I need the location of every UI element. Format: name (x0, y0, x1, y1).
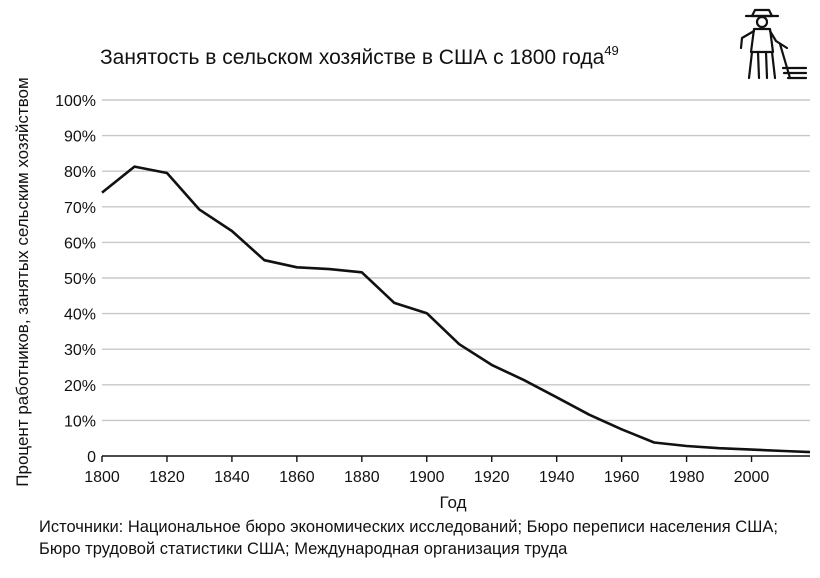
x-tick-label: 1800 (84, 469, 120, 486)
series-line (101, 165, 811, 454)
x-axis-label: Год (439, 493, 466, 512)
y-tick-label: 50% (64, 271, 96, 288)
x-tick-label: 1920 (474, 469, 510, 486)
chart-title-superscript: 49 (604, 43, 618, 58)
x-tick-label: 1940 (539, 469, 575, 486)
grid-lines (102, 99, 810, 422)
x-tick-label: 1820 (149, 469, 185, 486)
x-tick-label: 1960 (604, 469, 640, 486)
y-axis-ticks: 0 10% 20% 30% 40% 50% 60% 70% 80% 90% 100% (55, 93, 96, 466)
source-note: Источники: Национальное бюро экономическ… (39, 516, 809, 560)
y-tick-label: 90% (64, 129, 96, 146)
source-note-line-2: Бюро трудовой статистики США; Международ… (39, 540, 568, 558)
source-note-line-1: Источники: Национальное бюро экономическ… (39, 518, 778, 536)
y-tick-label: 0 (87, 449, 96, 466)
x-tick-label: 1980 (669, 469, 705, 486)
x-tick-label: 1880 (344, 469, 380, 486)
y-tick-label: 30% (64, 342, 96, 359)
farmer-with-hoe-icon (739, 8, 808, 80)
y-tick-label: 10% (64, 413, 96, 430)
x-axis-ticks: 1800 1820 1840 1860 1880 1900 1920 1940 1960 1980… (84, 456, 769, 486)
chart-title-main: Занятость в сельском хозяйстве в США с 1… (100, 46, 605, 69)
x-tick-label: 1900 (409, 469, 445, 486)
y-tick-label: 20% (64, 378, 96, 395)
y-tick-label: 80% (64, 164, 96, 181)
x-tick-label: 1840 (214, 469, 250, 486)
y-axis-label: Процент работников, занятых сельским хоз… (13, 77, 32, 486)
x-tick-label: 1860 (279, 469, 315, 486)
x-tick-label: 2000 (734, 469, 770, 486)
y-tick-label: 100% (55, 93, 96, 110)
y-tick-label: 60% (64, 235, 96, 252)
chart-title: Занятость в сельском хозяйстве в США с 1… (100, 43, 619, 69)
y-tick-label: 70% (64, 200, 96, 217)
y-tick-label: 40% (64, 307, 96, 324)
